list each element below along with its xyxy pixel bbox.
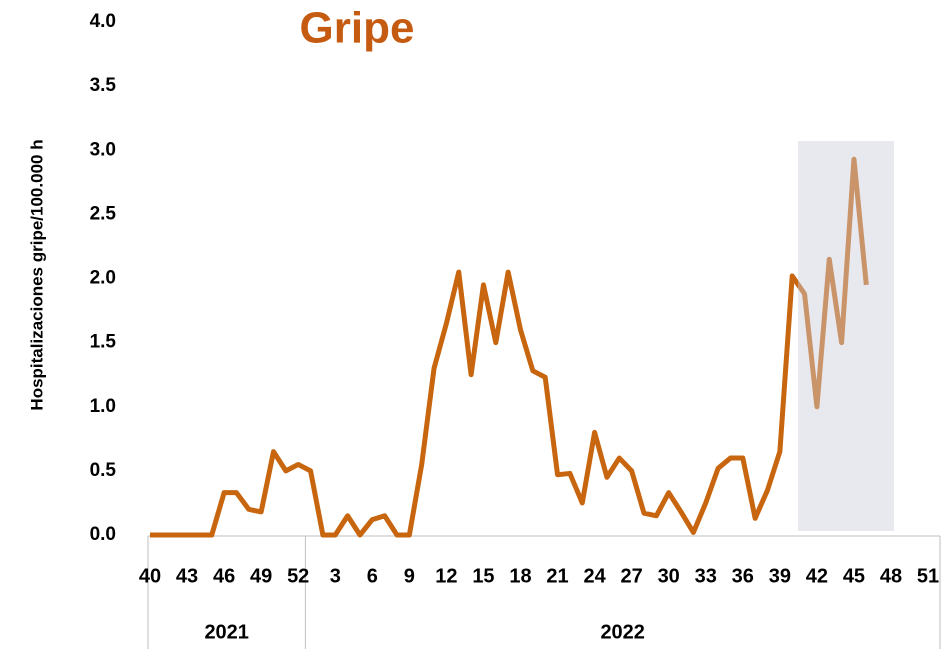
x-tick-label: 12 — [435, 565, 457, 587]
x-group-label: 2021 — [204, 621, 249, 643]
x-tick-label: 9 — [404, 565, 415, 587]
y-tick-label: 2.0 — [90, 268, 116, 289]
x-tick-label: 30 — [658, 565, 680, 587]
y-tick-label: 1.5 — [90, 332, 117, 353]
x-tick-label: 21 — [546, 565, 568, 587]
y-tick-label: 1.0 — [90, 396, 116, 417]
y-tick-label: 3.5 — [90, 75, 117, 96]
y-tick-label: 0.0 — [90, 524, 116, 545]
data-line — [150, 156, 869, 538]
x-tick-label: 15 — [472, 565, 494, 587]
x-tick-label: 6 — [367, 565, 378, 587]
x-tick-label: 48 — [880, 565, 902, 587]
x-tick-label: 3 — [330, 565, 341, 587]
chart-title: Gripe — [300, 4, 415, 53]
y-tick-label: 0.5 — [90, 460, 117, 481]
x-tick-label: 33 — [695, 565, 717, 587]
y-tick-label: 4.0 — [90, 11, 116, 32]
x-tick-label: 40 — [139, 565, 161, 587]
x-tick-label: 45 — [843, 565, 865, 587]
highlight-band — [798, 141, 894, 531]
x-tick-label: 36 — [732, 565, 754, 587]
x-tick-label: 52 — [287, 565, 309, 587]
x-tick-label: 18 — [509, 565, 531, 587]
x-tick-label: 42 — [806, 565, 828, 587]
x-tick-label: 43 — [176, 565, 198, 587]
y-tick-label: 2.5 — [90, 203, 117, 224]
x-tick-label: 49 — [250, 565, 272, 587]
x-tick-label: 39 — [769, 565, 791, 587]
y-axis-label: Hospitalizaciones gripe/100.000 h — [27, 139, 46, 410]
x-tick-label: 51 — [917, 565, 939, 587]
x-tick-label: 46 — [213, 565, 235, 587]
x-tick-label: 24 — [583, 565, 606, 587]
x-group-label: 2022 — [600, 621, 645, 643]
y-tick-label: 3.0 — [90, 139, 116, 160]
x-tick-label: 27 — [621, 565, 643, 587]
